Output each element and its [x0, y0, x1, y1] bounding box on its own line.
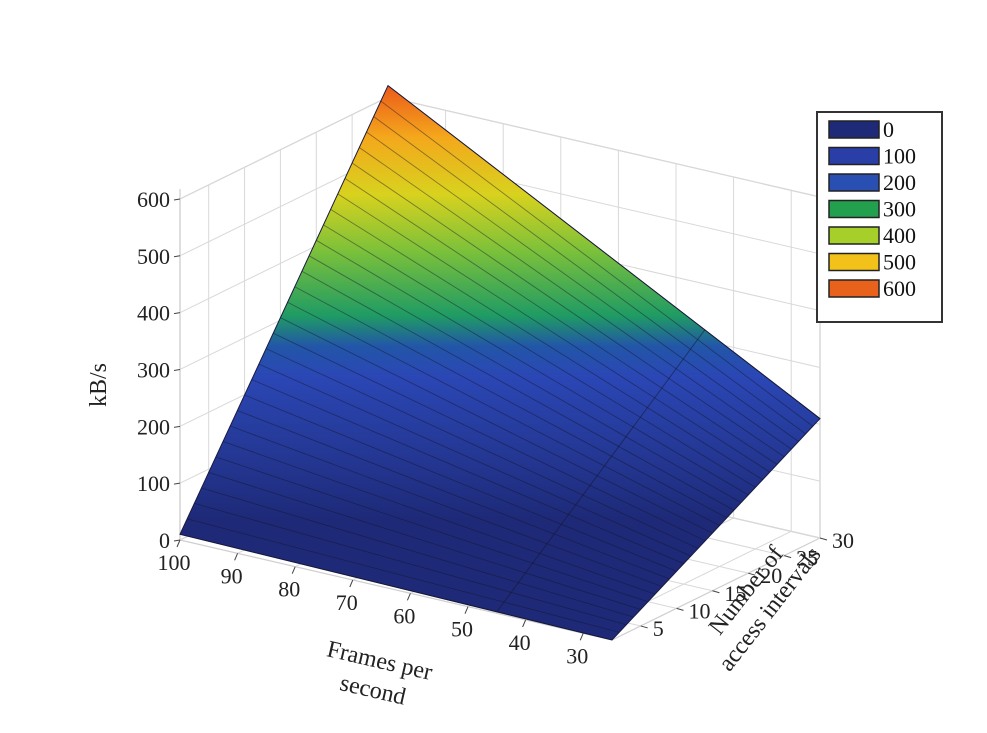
- x-tick-mark: [291, 566, 296, 574]
- back-wall-gridline: [387, 96, 821, 198]
- mesh-line: [201, 487, 634, 618]
- x-axis-ticks: 100 90 80 70 60 50 40 30: [158, 539, 588, 668]
- z-tick-mark: [173, 482, 181, 485]
- y-tick-label: 5: [653, 616, 664, 641]
- mesh-line: [387, 85, 821, 419]
- z-tick-label: 200: [137, 414, 170, 439]
- x-tick-mark: [234, 553, 239, 561]
- mesh-line: [337, 193, 771, 473]
- y-tick-label: 20: [760, 563, 782, 588]
- mesh-line: [359, 147, 792, 450]
- x-tick-label: 100: [158, 550, 191, 575]
- mesh-line: [194, 502, 627, 626]
- y-axis-ticks: 5 10 15 20 25 30: [640, 528, 854, 641]
- y-tick-label: 30: [832, 528, 854, 553]
- mesh-line: [287, 301, 720, 526]
- left-wall-gridline: [179, 96, 389, 200]
- z-tick-label: 500: [137, 244, 170, 269]
- legend-swatch: [828, 146, 880, 166]
- x-tick-label: 80: [278, 577, 300, 602]
- surface: [179, 84, 821, 641]
- z-tick-label: 300: [137, 357, 170, 382]
- legend-label: 400: [883, 223, 916, 248]
- x-tick-mark: [522, 619, 527, 628]
- legend-label: 200: [883, 170, 916, 195]
- mesh-line: [308, 255, 742, 503]
- surface-mesh-lines: [179, 85, 821, 641]
- z-tick-label: 100: [137, 471, 170, 496]
- x-axis-title: Frames per second: [324, 636, 434, 710]
- mesh-line: [251, 379, 684, 565]
- z-tick-mark: [173, 255, 181, 258]
- y-tick-mark: [784, 555, 792, 559]
- z-axis-title: kB/s: [86, 363, 112, 407]
- mesh-line: [301, 270, 735, 511]
- z-tick-mark: [173, 312, 181, 315]
- z-tick-mark: [173, 198, 181, 201]
- mesh-line: [230, 425, 663, 587]
- legend-swatch: [828, 226, 880, 245]
- x-tick-label: 70: [336, 590, 358, 615]
- legend-label: 100: [883, 144, 916, 169]
- x-tick-mark: [579, 633, 584, 641]
- mesh-line: [316, 239, 749, 496]
- legend-swatch: [828, 120, 880, 139]
- mesh-line: [344, 178, 778, 465]
- x-tick-label: 30: [566, 643, 588, 668]
- mesh-line: [258, 363, 692, 557]
- legend-swatch: [828, 199, 880, 219]
- z-tick-mark: [173, 539, 181, 542]
- legend-label: 300: [883, 197, 916, 222]
- z-tick-label: 400: [137, 301, 170, 326]
- mesh-line: [265, 348, 699, 549]
- x-tick-label: 60: [393, 603, 415, 628]
- mesh-line: [351, 162, 785, 458]
- legend-label: 600: [883, 276, 916, 301]
- mesh-line: [222, 441, 656, 595]
- legend-swatch: [828, 252, 880, 272]
- legend-label: 0: [883, 117, 894, 142]
- x-tick-mark: [406, 593, 411, 601]
- legend-swatch: [828, 173, 880, 192]
- y-tick-mark: [640, 625, 648, 629]
- y-tick-label: 25: [796, 546, 818, 571]
- y-tick-mark: [712, 590, 720, 594]
- mesh-line: [208, 471, 641, 610]
- surface-plane: [179, 84, 821, 641]
- mesh-line: [366, 131, 799, 442]
- y-tick-mark: [748, 572, 756, 576]
- mesh-line: [237, 410, 670, 580]
- x-tick-mark: [349, 579, 354, 588]
- x-tick-label: 40: [509, 630, 531, 655]
- mesh-line: [179, 533, 613, 641]
- mesh-line: [244, 394, 677, 572]
- x-tick-label: 90: [221, 563, 243, 588]
- legend-label: 500: [883, 250, 916, 275]
- y-tick-mark: [676, 607, 684, 611]
- mesh-line: [294, 286, 727, 519]
- z-tick-mark: [173, 368, 181, 371]
- mesh-line: [380, 100, 814, 427]
- z-axis-ticks: 0 100 200 300 400 500 600: [137, 187, 181, 553]
- y-tick-label: 15: [724, 581, 746, 606]
- mesh-line: [330, 208, 763, 481]
- legend-swatch: [828, 279, 880, 298]
- mesh-line: [215, 456, 649, 603]
- mesh-line: [273, 332, 706, 542]
- z-tick-label: 600: [137, 187, 170, 212]
- mesh-line: [187, 518, 620, 633]
- mesh-line: [280, 317, 713, 534]
- mesh-line: [496, 329, 706, 613]
- y-tick-mark: [819, 537, 828, 541]
- z-tick-mark: [173, 425, 181, 428]
- z-tick-label: 0: [159, 528, 170, 553]
- mesh-line: [373, 116, 806, 435]
- x-tick-mark: [176, 539, 181, 548]
- mesh-line: [323, 224, 756, 488]
- y-tick-label: 10: [689, 598, 711, 623]
- x-tick-mark: [464, 606, 469, 614]
- x-tick-label: 50: [451, 617, 473, 642]
